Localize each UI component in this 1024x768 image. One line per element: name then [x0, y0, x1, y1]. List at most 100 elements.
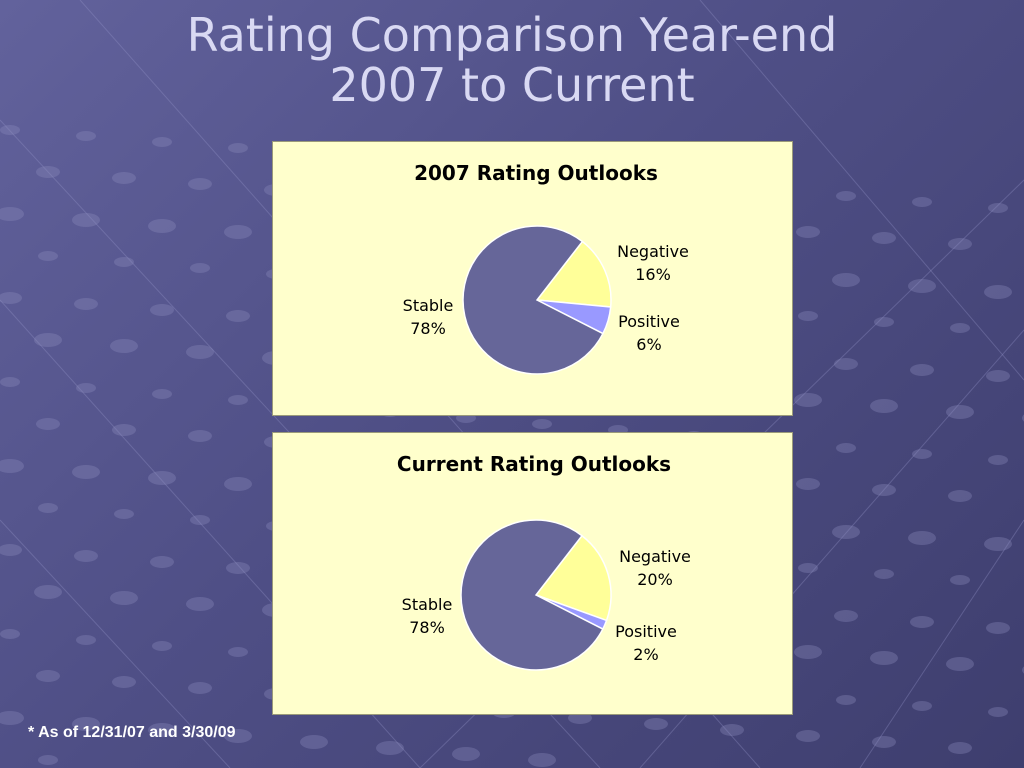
pie-chart-2007: 2007 Rating Outlooks Negative 16% Positi… [403, 161, 689, 375]
background-dot [836, 191, 856, 201]
pie-chart-current: Current Rating Outlooks Negative 20% Pos… [397, 452, 691, 671]
background-dot [836, 443, 856, 453]
background-dot [0, 544, 22, 556]
background-dot [190, 515, 210, 525]
background-dot [912, 197, 932, 207]
background-dot [226, 310, 250, 322]
background-dot [0, 377, 20, 387]
background-dot [832, 525, 860, 539]
background-dot [152, 137, 172, 147]
slice-label-positive: Positive [618, 312, 680, 331]
background-dot [798, 311, 818, 321]
background-dot [796, 730, 820, 742]
background-dot [908, 279, 936, 293]
background-dot [38, 755, 58, 765]
background-dot [72, 465, 100, 479]
background-dot [0, 292, 22, 304]
background-dot [76, 635, 96, 645]
background-dot [796, 478, 820, 490]
background-dot [568, 712, 592, 724]
slice-label-negative: Negative [617, 242, 689, 261]
background-dot [188, 178, 212, 190]
background-dot [74, 298, 98, 310]
pie-slices [460, 519, 612, 671]
background-dot [34, 333, 62, 347]
background-dot [0, 207, 24, 221]
background-dot [796, 226, 820, 238]
pie-slices [462, 225, 612, 375]
background-dot [948, 238, 972, 250]
chart-title: 2007 Rating Outlooks [414, 161, 658, 185]
background-dot [224, 225, 252, 239]
background-dot [948, 742, 972, 754]
background-dot [986, 370, 1010, 382]
background-dot [0, 459, 24, 473]
background-dot [188, 430, 212, 442]
background-dot [644, 718, 668, 730]
background-dot [226, 562, 250, 574]
chart-panel-current: Current Rating Outlooks Negative 20% Pos… [272, 432, 793, 715]
background-dot [874, 317, 894, 327]
slice-label-negative: Negative [619, 547, 691, 566]
pie-slice-stable [462, 225, 604, 375]
background-dot [76, 131, 96, 141]
slice-label-stable: Stable [402, 595, 453, 614]
background-dot [950, 575, 970, 585]
background-dot [912, 701, 932, 711]
background-dot [36, 166, 60, 178]
pie-slice-negative [535, 240, 612, 308]
background-dot [832, 273, 860, 287]
pie-slice-negative [534, 534, 612, 622]
background-dot [794, 645, 822, 659]
background-dot [794, 393, 822, 407]
slide-title-line-2: 2007 to Current [329, 58, 695, 112]
background-dot [36, 670, 60, 682]
background-dot [150, 556, 174, 568]
background-dot [150, 304, 174, 316]
background-dot [376, 741, 404, 755]
background-dot [0, 711, 24, 725]
background-dot [834, 358, 858, 370]
background-dot [836, 695, 856, 705]
background-dot [986, 622, 1010, 634]
background-dot [532, 419, 552, 429]
background-dot [148, 471, 176, 485]
background-dot [910, 616, 934, 628]
background-dot [76, 383, 96, 393]
background-dot [910, 364, 934, 376]
background-line [859, 519, 1024, 768]
background-dot [224, 477, 252, 491]
background-dot [152, 389, 172, 399]
background-dot [188, 682, 212, 694]
background-dot [528, 753, 556, 767]
background-dot [870, 651, 898, 665]
slice-value-positive: 2% [633, 645, 658, 664]
slice-value-negative: 16% [635, 265, 671, 284]
background-dot [148, 219, 176, 233]
slice-value-negative: 20% [637, 570, 673, 589]
background-dot [186, 597, 214, 611]
slice-label-positive: Positive [615, 622, 677, 641]
background-dot [908, 531, 936, 545]
background-dot [36, 418, 60, 430]
background-dot [950, 323, 970, 333]
background-dot [300, 735, 328, 749]
slice-label-stable: Stable [403, 296, 454, 315]
background-dot [720, 724, 744, 736]
background-dot [798, 563, 818, 573]
background-dot [0, 125, 20, 135]
slice-value-stable: 78% [410, 319, 446, 338]
background-dot [0, 629, 20, 639]
background-dot [72, 213, 100, 227]
background-dot [74, 550, 98, 562]
background-dot [110, 591, 138, 605]
background-dot [228, 647, 248, 657]
background-dot [984, 285, 1012, 299]
background-dot [872, 484, 896, 496]
background-dot [870, 399, 898, 413]
background-dot [112, 172, 136, 184]
background-dot [946, 657, 974, 671]
chart-panel-2007: 2007 Rating Outlooks Negative 16% Positi… [272, 141, 793, 416]
background-dot [946, 405, 974, 419]
background-dot [872, 232, 896, 244]
